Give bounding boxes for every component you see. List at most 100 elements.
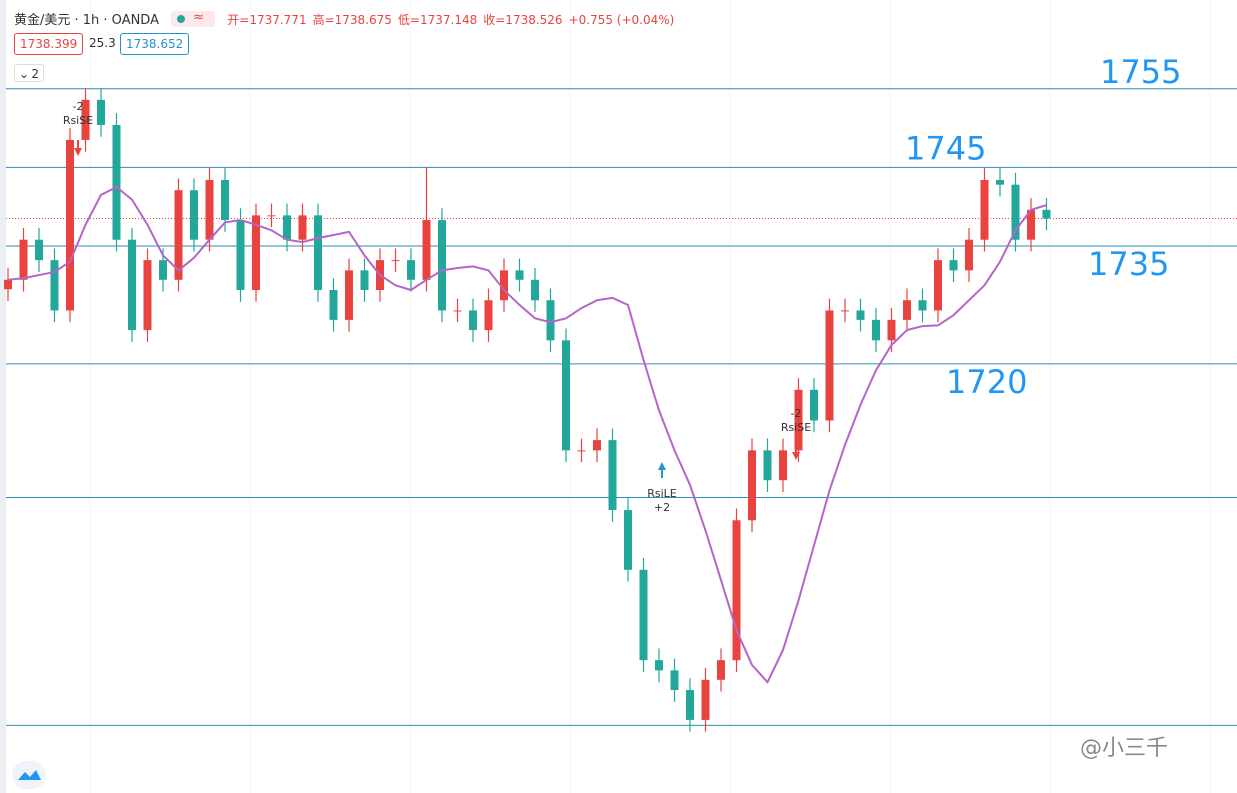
candle-body bbox=[422, 220, 431, 280]
candle-body bbox=[112, 124, 121, 240]
candle-body bbox=[453, 310, 462, 312]
candle-body bbox=[360, 270, 369, 291]
candle-body bbox=[949, 260, 958, 271]
candle-body bbox=[1042, 209, 1051, 219]
candle-body bbox=[670, 670, 679, 691]
candle-body bbox=[701, 679, 710, 720]
candle-body bbox=[4, 279, 12, 290]
left-bar bbox=[0, 0, 6, 793]
candle-body bbox=[825, 310, 834, 421]
candle-body bbox=[531, 279, 539, 301]
logo-icon bbox=[18, 770, 41, 780]
signal-qty: +2 bbox=[654, 501, 670, 514]
candle-body bbox=[1011, 184, 1020, 240]
watermark: @小三千 bbox=[1080, 736, 1169, 761]
candle-body bbox=[469, 310, 477, 331]
candle-body bbox=[19, 239, 28, 280]
candle-body bbox=[996, 179, 1004, 185]
candle-body bbox=[794, 389, 803, 451]
candle-body bbox=[918, 300, 927, 311]
ohlc-change: +0.755 (+0.04%) bbox=[568, 13, 675, 27]
status-badge[interactable]: ≈ bbox=[171, 10, 216, 27]
spread: 25.3 bbox=[89, 36, 116, 50]
candle-body bbox=[345, 270, 353, 320]
ask-button[interactable]: 1738.652 bbox=[120, 33, 190, 55]
collapse-count: 2 bbox=[31, 67, 39, 81]
candle-body bbox=[35, 239, 43, 261]
candle-body bbox=[97, 99, 105, 125]
candle-body bbox=[763, 450, 772, 481]
moving-average bbox=[7, 185, 1047, 684]
candle-body bbox=[500, 270, 508, 301]
candle-body bbox=[329, 290, 338, 320]
candle-body bbox=[779, 450, 787, 481]
candle-body bbox=[887, 319, 896, 341]
candle-body bbox=[810, 389, 818, 421]
level-label: 1745 bbox=[905, 129, 986, 167]
candle-body bbox=[267, 215, 276, 217]
signal-arrow bbox=[74, 148, 82, 156]
symbol-header: 黄金/美元 · 1h · OANDA ≈ 开=1737.771 高=1738.67… bbox=[14, 9, 680, 28]
candle-body bbox=[391, 260, 400, 262]
signal-arrow bbox=[658, 462, 666, 470]
ohlc-open: 开=1737.771 bbox=[227, 13, 307, 27]
candle-body bbox=[546, 300, 555, 341]
candle-body bbox=[639, 569, 648, 661]
candle-body bbox=[66, 139, 74, 311]
candle-body bbox=[298, 215, 307, 240]
candle-body bbox=[438, 220, 446, 311]
candle-body bbox=[236, 220, 245, 291]
candle-body bbox=[934, 260, 942, 311]
candle-body bbox=[562, 340, 570, 451]
candle-body bbox=[81, 99, 90, 140]
candle-body bbox=[221, 179, 229, 221]
level-label: 1720 bbox=[946, 363, 1027, 401]
signal-arrow bbox=[792, 452, 800, 460]
candle-body bbox=[655, 660, 663, 671]
signal-label: RsiSE bbox=[63, 114, 93, 127]
ohlc-close: 收=1738.526 bbox=[483, 13, 563, 27]
level-label: 1735 bbox=[1088, 245, 1169, 283]
candle-body bbox=[841, 310, 849, 312]
candle-body bbox=[686, 690, 694, 720]
candle-body bbox=[717, 660, 725, 680]
candle-body bbox=[856, 310, 865, 320]
candle-body bbox=[484, 300, 493, 331]
ohlc-low: 低=1737.148 bbox=[397, 13, 478, 27]
signal-qty: -2 bbox=[791, 407, 802, 420]
candle-body bbox=[143, 260, 152, 331]
candle-body bbox=[515, 270, 524, 280]
candle-body bbox=[748, 450, 756, 521]
candle-body bbox=[190, 190, 198, 240]
candle-body bbox=[593, 440, 601, 451]
signal-label: RsiSE bbox=[781, 421, 811, 434]
candle-body bbox=[577, 450, 586, 452]
candle-body bbox=[128, 239, 136, 331]
candle-body bbox=[872, 319, 880, 341]
ohlc-high: 高=1738.675 bbox=[312, 13, 392, 27]
candle-body bbox=[314, 215, 322, 291]
collapse-button[interactable]: ⌄ 2 bbox=[14, 64, 44, 82]
candle-body bbox=[159, 260, 167, 280]
candle-body bbox=[965, 239, 973, 271]
bid-button[interactable]: 1738.399 bbox=[14, 33, 84, 55]
candle-body bbox=[903, 300, 911, 320]
candle-body bbox=[732, 520, 741, 661]
symbol: 黄金/美元 · 1h · OANDA bbox=[14, 13, 159, 28]
candle-body bbox=[407, 260, 415, 280]
candle-body bbox=[1027, 209, 1035, 240]
candle-body bbox=[624, 510, 632, 570]
candle-body bbox=[283, 215, 291, 240]
level-label: 1755 bbox=[1100, 53, 1181, 91]
candle-body bbox=[50, 260, 59, 311]
candle-body bbox=[252, 215, 260, 291]
logo[interactable] bbox=[12, 761, 46, 789]
signal-label: RsiLE bbox=[647, 487, 677, 500]
candle-body bbox=[174, 190, 183, 280]
candle-body bbox=[205, 179, 214, 240]
candle-body bbox=[980, 179, 989, 240]
candle-body bbox=[608, 440, 617, 511]
signal-qty: -2 bbox=[73, 100, 84, 113]
